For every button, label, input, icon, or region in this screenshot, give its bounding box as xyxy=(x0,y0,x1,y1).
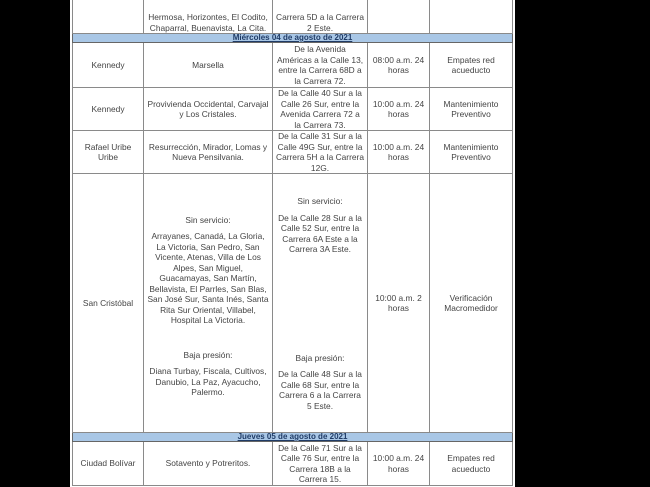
work-cell: Mantenimiento Preventivo xyxy=(429,87,513,131)
area-cell: De la Avenida Américas a la Calle 13, en… xyxy=(272,42,368,88)
no-service-neighborhoods: Arrayanes, Canadá, La Gloria, La Victori… xyxy=(147,231,269,325)
time-cell xyxy=(367,0,430,34)
locality-cell xyxy=(72,0,144,34)
table-row: Kennedy Provivienda Occidental, Carvajal… xyxy=(72,87,513,131)
no-service-area: De la Calle 28 Sur a la Calle 52 Sur, en… xyxy=(278,212,362,255)
neighborhoods-cell: Hermosa, Horizontes, El Codito, Chaparra… xyxy=(143,0,273,34)
table-row: San Cristóbal Sin servicio: Arrayanes, C… xyxy=(72,173,513,433)
locality-cell: Kennedy xyxy=(72,42,144,88)
locality-cell: San Cristóbal xyxy=(72,173,144,433)
area-cell: De la Calle 40 Sur a la Calle 26 Sur, en… xyxy=(272,87,368,131)
neighborhoods-cell: Sin servicio: Arrayanes, Canadá, La Glor… xyxy=(143,173,273,433)
neighborhoods-cell: Provivienda Occidental, Carvajal y Los C… xyxy=(143,87,273,131)
low-pressure-label: Baja presión: xyxy=(183,349,233,360)
work-cell: Empates red acueducto xyxy=(429,441,513,486)
document-page: Hermosa, Horizontes, El Codito, Chaparra… xyxy=(70,0,515,487)
work-cell: Verificación Macromedidor xyxy=(429,173,513,433)
work-cell: Mantenimiento Preventivo xyxy=(429,130,513,174)
neighborhoods-cell: Marsella xyxy=(143,42,273,88)
locality-cell: Ciudad Bolívar xyxy=(72,441,144,486)
no-service-label: Sin servicio: xyxy=(185,214,231,225)
neighborhoods-cell: Resurrección, Mirador, Lomas y Nueva Pen… xyxy=(143,130,273,174)
work-cell: Empates red acueducto xyxy=(429,42,513,88)
day-header: Jueves 05 de agosto de 2021 xyxy=(237,432,348,441)
table-row: Ciudad Bolívar Sotavento y Potreritos. D… xyxy=(72,441,513,486)
day-header-row: Jueves 05 de agosto de 2021 xyxy=(72,432,513,442)
table-row: Rafael Uribe Uribe Resurrección, Mirador… xyxy=(72,130,513,174)
water-outage-schedule-table: Hermosa, Horizontes, El Codito, Chaparra… xyxy=(72,0,513,486)
locality-cell: Kennedy xyxy=(72,87,144,131)
area-cell: Carrera 5D a la Carrera 2 Este. xyxy=(272,0,368,34)
time-cell: 10:00 a.m. 2 horas xyxy=(367,173,430,433)
low-pressure-area: De la Calle 48 Sur a la Calle 68 Sur, en… xyxy=(278,369,362,411)
day-header-row: Miércoles 04 de agosto de 2021 xyxy=(72,33,513,43)
low-pressure-label: Baja presión: xyxy=(295,352,345,363)
area-cell: De la Calle 31 Sur a la Calle 49G Sur, e… xyxy=(272,130,368,174)
day-header: Miércoles 04 de agosto de 2021 xyxy=(232,33,353,42)
time-cell: 10:00 a.m. 24 horas xyxy=(367,441,430,486)
table-row: Kennedy Marsella De la Avenida Américas … xyxy=(72,42,513,88)
time-cell: 08:00 a.m. 24 horas xyxy=(367,42,430,88)
work-cell xyxy=(429,0,513,34)
low-pressure-neighborhoods: Diana Turbay, Fiscala, Cultivos, Danubio… xyxy=(149,366,267,397)
area-cell: De la Calle 71 Sur a la Calle 76 Sur, en… xyxy=(272,441,368,486)
time-cell: 10:00 a.m. 24 horas xyxy=(367,130,430,174)
area-cell: Sin servicio: De la Calle 28 Sur a la Ca… xyxy=(272,173,368,433)
neighborhoods-cell: Sotavento y Potreritos. xyxy=(143,441,273,486)
table-row: Hermosa, Horizontes, El Codito, Chaparra… xyxy=(72,0,513,34)
locality-cell: Rafael Uribe Uribe xyxy=(72,130,144,174)
time-cell: 10:00 a.m. 24 horas xyxy=(367,87,430,131)
no-service-label: Sin servicio: xyxy=(297,196,343,206)
